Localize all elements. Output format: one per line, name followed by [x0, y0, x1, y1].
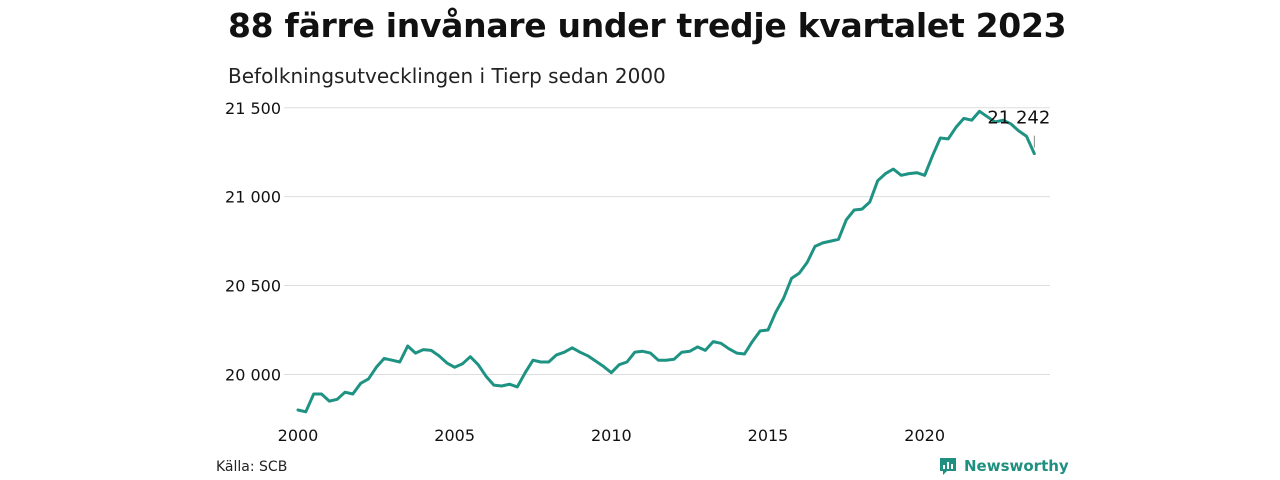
x-tick-label: 2005: [434, 426, 475, 445]
chart-subtitle: Befolkningsutvecklingen i Tierp sedan 20…: [228, 64, 666, 88]
series-layer: [296, 109, 1036, 414]
x-tick-label: 2020: [904, 426, 945, 445]
gridlines: [284, 107, 1050, 375]
x-tick-label: 2015: [748, 426, 789, 445]
newsworthy-logo-icon: [940, 458, 956, 475]
end-value-label: 21 242: [987, 108, 1050, 129]
brand-logo[interactable]: Newsworthy: [938, 456, 1069, 476]
x-axis: 2000 2005 2010 2015 2020: [278, 426, 945, 445]
y-tick-label: 20 000: [225, 365, 281, 384]
source-note: Källa: SCB: [216, 459, 288, 475]
x-tick-label: 2010: [591, 426, 632, 445]
y-axis: 20 000 20 500 21 000 21 500: [225, 99, 281, 385]
end-annotation: 21 242: [987, 108, 1050, 148]
x-tick-label: 2000: [278, 426, 319, 445]
series-line: [296, 109, 1036, 414]
y-tick-label: 21 500: [225, 99, 281, 118]
brand-name: Newsworthy: [964, 457, 1069, 475]
chart-title: 88 färre invånare under tredje kvartalet…: [228, 6, 1067, 45]
y-tick-label: 20 500: [225, 277, 281, 296]
y-tick-label: 21 000: [225, 188, 281, 207]
